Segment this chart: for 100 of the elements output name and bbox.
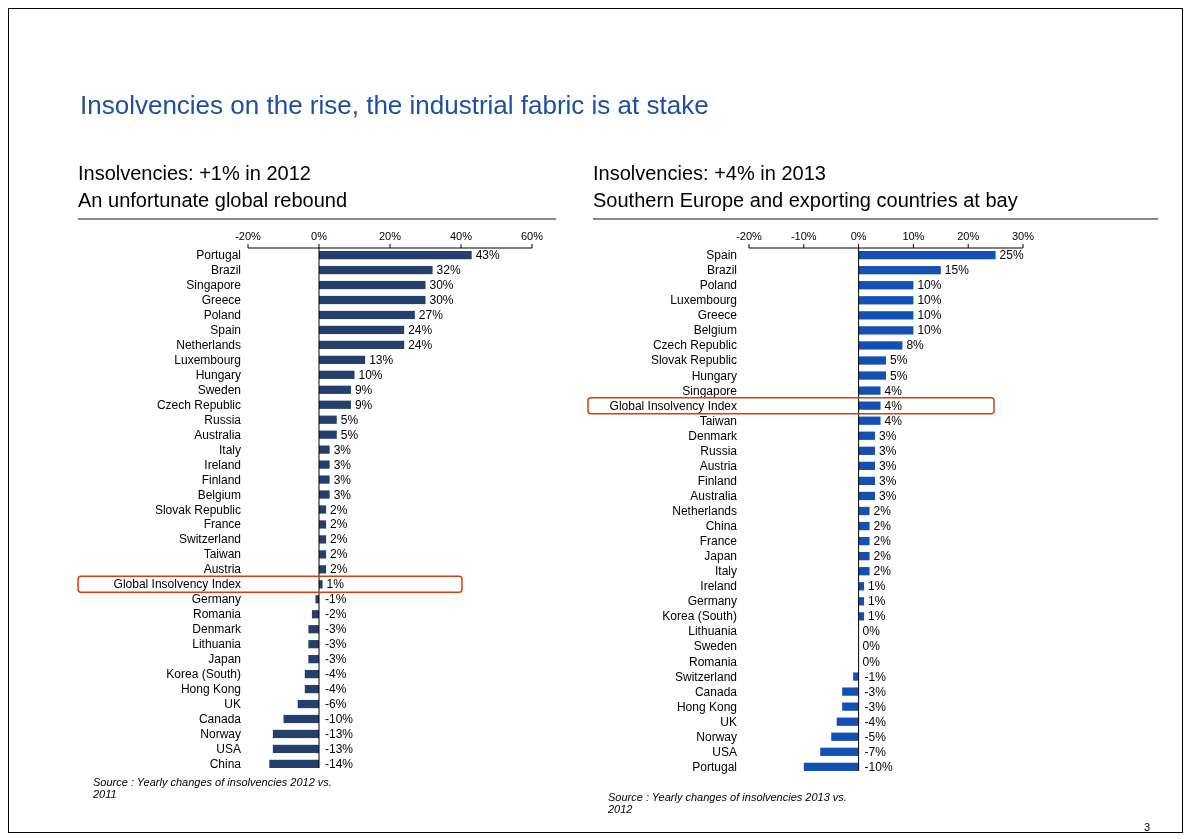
data-label: -4% xyxy=(325,682,347,697)
data-label: 4% xyxy=(884,383,903,398)
y-tick-label: China xyxy=(705,519,738,534)
y-tick-label: Portugal xyxy=(196,248,241,263)
bar xyxy=(858,446,876,455)
y-tick-label: Brazil xyxy=(706,263,737,278)
x-tick-label: -20% xyxy=(736,230,763,242)
y-tick-label: Austria xyxy=(203,562,242,577)
data-label: 3% xyxy=(879,443,897,458)
y-tick-label: France xyxy=(699,534,738,549)
y-tick-label: Singapore xyxy=(186,278,242,293)
bar xyxy=(319,400,351,409)
y-tick-label: Poland xyxy=(699,278,737,293)
data-label: 3% xyxy=(879,458,897,473)
data-label: 10% xyxy=(917,323,942,338)
y-tick-label: Poland xyxy=(203,307,241,322)
bar xyxy=(803,762,859,771)
bar xyxy=(836,717,859,726)
y-tick-label: Global Insolvency Index xyxy=(609,398,737,413)
x-tick-label: 40% xyxy=(449,230,473,242)
data-label: -5% xyxy=(864,729,887,744)
y-tick-label: Korea (South) xyxy=(662,609,737,624)
data-label: 15% xyxy=(944,263,970,278)
y-tick-label: Belgium xyxy=(693,323,737,338)
bar xyxy=(319,550,327,559)
text: 3 xyxy=(1144,821,1151,833)
data-label: 4% xyxy=(884,398,903,413)
data-label: -1% xyxy=(325,592,347,607)
data-label: 24% xyxy=(408,322,433,337)
text: Insolvencies on the rise, the industrial fabric is at stake xyxy=(80,90,709,120)
data-label: 3% xyxy=(333,487,352,502)
x-tick-label: 0% xyxy=(311,230,328,242)
data-label: 43% xyxy=(475,248,500,263)
data-label: 10% xyxy=(358,367,383,382)
bar xyxy=(319,251,472,260)
y-tick-label: Japan xyxy=(208,652,241,667)
data-label: 3% xyxy=(333,442,352,457)
data-label: 2% xyxy=(330,532,348,547)
data-label: 5% xyxy=(340,427,359,442)
data-label: 1% xyxy=(868,594,886,609)
data-label: 30% xyxy=(429,278,454,293)
y-tick-label: Romania xyxy=(192,607,242,622)
bar xyxy=(858,567,870,576)
y-tick-label: Luxembourg xyxy=(174,352,241,367)
y-tick-label: Netherlands xyxy=(176,337,241,352)
data-label: 32% xyxy=(436,263,461,278)
bar xyxy=(858,401,881,410)
bar xyxy=(858,371,886,380)
y-tick-label: Slovak Republic xyxy=(154,502,241,517)
y-tick-label: Hong Kong xyxy=(180,682,241,697)
data-label: -4% xyxy=(864,714,887,729)
y-tick-label: USA xyxy=(216,741,241,756)
data-label: -3% xyxy=(864,699,887,714)
bar xyxy=(319,520,327,529)
y-tick-label: Korea (South) xyxy=(166,667,241,682)
bar xyxy=(858,491,876,501)
y-tick-label: Russia xyxy=(700,443,738,458)
y-tick-label: Hong Kong xyxy=(676,699,737,714)
data-label: 2% xyxy=(873,564,892,579)
bar xyxy=(858,506,870,516)
data-label: 25% xyxy=(999,248,1024,263)
y-tick-label: Norway xyxy=(696,729,737,744)
y-tick-label: Taiwan xyxy=(203,547,241,562)
y-tick-label: Canada xyxy=(694,684,738,699)
bar xyxy=(858,476,876,486)
y-tick-label: Finland xyxy=(697,473,737,488)
data-label: 0% xyxy=(862,639,881,654)
data-label: 0% xyxy=(862,624,881,639)
data-label: -10% xyxy=(864,759,893,774)
data-label: -13% xyxy=(325,726,354,741)
bar xyxy=(858,341,903,350)
y-tick-label: Netherlands xyxy=(672,504,737,518)
data-label: 2% xyxy=(873,534,892,549)
y-tick-label: Canada xyxy=(198,711,242,726)
bar xyxy=(308,655,319,664)
bar xyxy=(319,475,330,484)
y-tick-label: Ireland xyxy=(700,579,737,594)
x-tick-label: -10% xyxy=(790,230,817,242)
y-tick-label: Sweden xyxy=(197,382,241,397)
data-label: 3% xyxy=(879,488,897,503)
data-label: 1% xyxy=(326,577,345,592)
bar xyxy=(319,355,366,364)
data-label: -3% xyxy=(325,637,347,652)
bar xyxy=(319,295,426,305)
y-tick-label: Australia xyxy=(194,427,242,442)
y-tick-label: UK xyxy=(720,714,737,729)
data-label: 1% xyxy=(868,579,886,594)
bar xyxy=(319,430,337,439)
data-label: 2% xyxy=(873,519,892,534)
y-tick-label: Spain xyxy=(706,248,737,263)
bar xyxy=(842,702,859,711)
data-label: 2% xyxy=(330,502,348,517)
y-tick-label: Australia xyxy=(690,488,738,503)
y-tick-label: Austria xyxy=(699,458,738,473)
y-tick-label: Global Insolvency Index xyxy=(113,577,241,592)
bar xyxy=(272,729,319,739)
chart-title: Insolvencies: +1% in 2012 xyxy=(78,162,311,184)
y-tick-label: Brazil xyxy=(210,263,241,278)
bar xyxy=(858,281,914,290)
y-tick-label: Ireland xyxy=(204,457,241,472)
